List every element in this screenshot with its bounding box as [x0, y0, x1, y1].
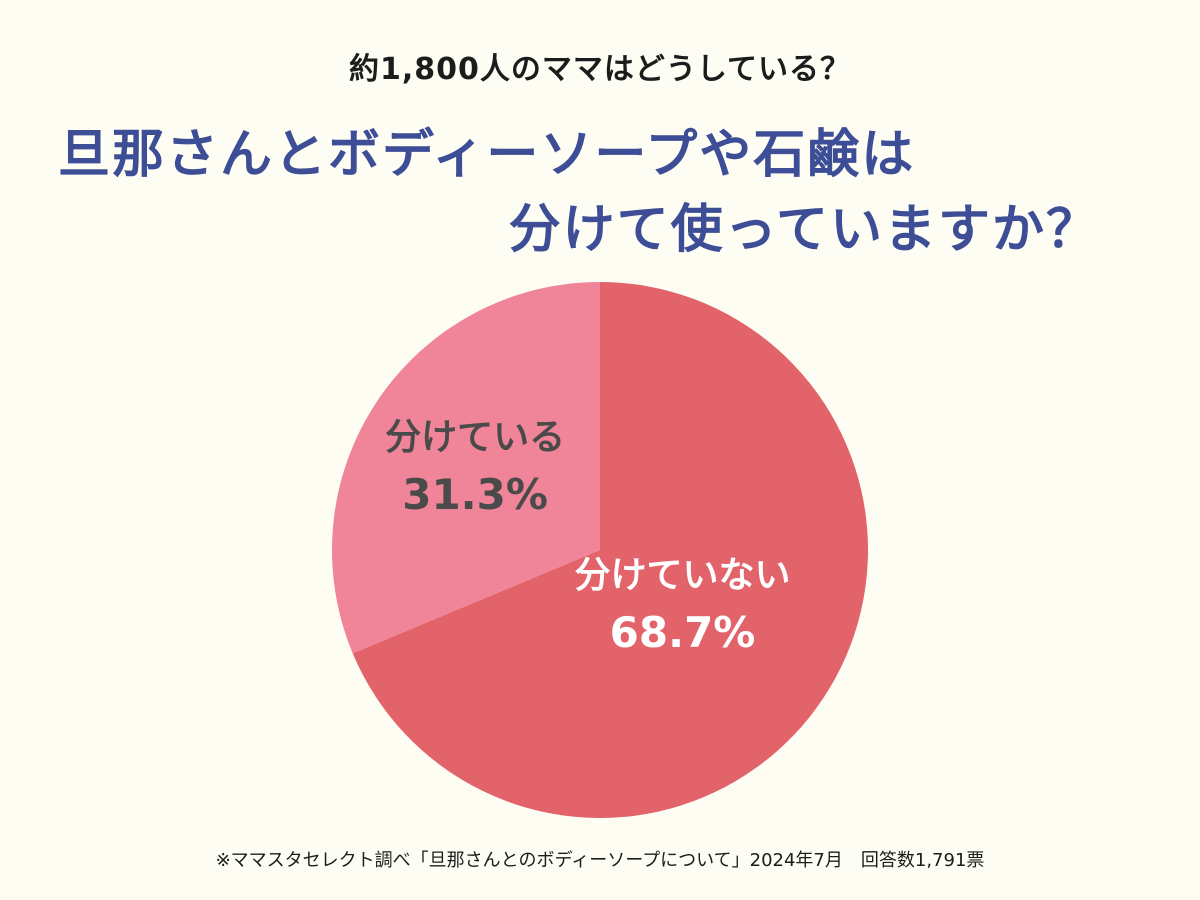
slice-label-2: 分けている [385, 417, 565, 458]
chart-title-line-1: 旦那さんとボディーソープや石鹸は [58, 125, 916, 185]
slice-value-label-1: 68.7% [610, 608, 756, 657]
chart-title-line-2: 分けて使っていますか？ [508, 200, 1100, 260]
pie-slice-1 [352, 282, 868, 818]
chart-subtitle: 約1,800人のママはどうしている？ [349, 52, 851, 87]
pie-slice-2 [332, 281, 600, 654]
slice-label-1: 分けていない [575, 555, 791, 596]
source-footnote: ※ママスタセレクト調べ「旦那さんとのボディーソープについて」2024年7月 回答… [215, 850, 985, 871]
slice-value-label-2: 31.3% [402, 470, 548, 519]
